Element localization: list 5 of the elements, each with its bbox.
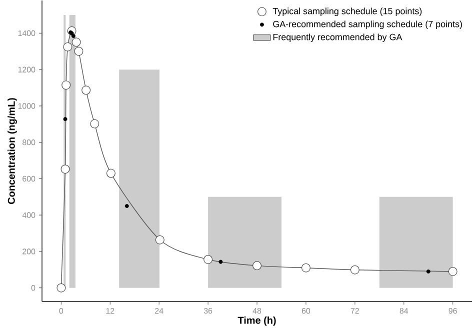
legend-label: GA-recommended sampling schedule (7 points)	[273, 20, 462, 30]
legend-label: Typical sampling schedule (15 points)	[272, 8, 422, 16]
y-axis-title: Concentration (ng/mL)	[8, 98, 17, 204]
legend-label: Frequently recommended by GA	[273, 34, 402, 42]
x-axis-title: Time (h)	[238, 316, 276, 326]
